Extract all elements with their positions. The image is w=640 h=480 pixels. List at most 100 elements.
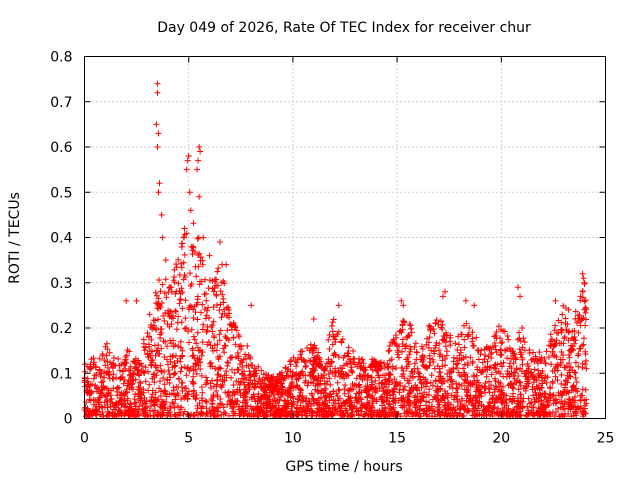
data-point	[116, 408, 123, 415]
data-point	[198, 384, 205, 391]
data-point	[194, 299, 201, 306]
data-point	[500, 359, 507, 366]
data-point	[189, 243, 196, 250]
data-point	[577, 397, 584, 404]
data-point	[228, 399, 235, 406]
data-point	[171, 266, 178, 273]
data-point	[297, 372, 304, 379]
data-point	[395, 354, 402, 361]
data-point	[565, 401, 572, 408]
data-point	[399, 348, 406, 355]
data-point	[203, 374, 210, 381]
data-point	[454, 385, 461, 392]
data-point	[104, 358, 111, 365]
data-point	[155, 351, 162, 358]
data-point	[355, 412, 362, 419]
data-point	[371, 356, 378, 363]
data-point	[219, 310, 226, 317]
data-point	[153, 364, 160, 371]
data-point	[275, 385, 282, 392]
data-point	[353, 397, 360, 404]
data-point	[199, 389, 206, 396]
data-point	[239, 407, 246, 414]
data-point	[530, 356, 537, 363]
data-point	[148, 362, 155, 369]
data-point	[547, 392, 554, 399]
data-point	[325, 336, 332, 343]
data-point	[562, 315, 569, 322]
data-point	[150, 371, 157, 378]
data-point	[390, 391, 397, 398]
data-point	[110, 375, 117, 382]
data-point	[423, 398, 430, 405]
data-point	[348, 368, 355, 375]
data-point	[209, 277, 216, 284]
data-point	[367, 363, 374, 370]
data-point	[164, 343, 171, 350]
data-point	[350, 348, 357, 355]
data-point	[128, 409, 135, 416]
data-point	[428, 372, 435, 379]
data-point	[293, 382, 300, 389]
data-point	[347, 394, 354, 401]
data-point	[580, 275, 587, 282]
data-point	[559, 311, 566, 318]
data-point	[203, 409, 210, 416]
data-point	[338, 368, 345, 375]
data-point	[486, 389, 493, 396]
data-point	[576, 345, 583, 352]
data-point	[170, 400, 177, 407]
data-point	[579, 316, 586, 323]
data-point	[88, 356, 95, 363]
data-point	[423, 408, 430, 415]
data-point	[184, 157, 191, 164]
data-point	[194, 166, 201, 173]
data-point	[469, 329, 476, 336]
data-point	[493, 369, 500, 376]
data-point	[160, 409, 167, 416]
data-point	[338, 371, 345, 378]
data-point	[372, 377, 379, 384]
data-point	[438, 318, 445, 325]
data-point	[204, 377, 211, 384]
data-point	[299, 368, 306, 375]
data-point	[278, 369, 285, 376]
data-point	[159, 412, 166, 419]
data-point	[358, 400, 365, 407]
data-point	[233, 327, 240, 334]
data-point	[574, 319, 581, 326]
data-point	[380, 398, 387, 405]
data-point	[162, 338, 169, 345]
data-point	[322, 410, 329, 417]
data-point	[192, 359, 199, 366]
data-point	[318, 372, 325, 379]
data-point	[261, 391, 268, 398]
data-point	[155, 316, 162, 323]
data-point	[121, 376, 128, 383]
data-point	[158, 300, 165, 307]
data-point	[403, 408, 410, 415]
data-point	[311, 358, 318, 365]
data-point	[150, 412, 157, 419]
data-point	[331, 369, 338, 376]
data-point	[178, 319, 185, 326]
data-point	[411, 360, 418, 367]
data-point	[425, 339, 432, 346]
data-point	[101, 374, 108, 381]
data-point	[299, 408, 306, 415]
data-point	[226, 412, 233, 419]
x-tick-label: 10	[284, 431, 302, 447]
data-point	[359, 356, 366, 363]
data-point	[454, 393, 461, 400]
data-point	[408, 368, 415, 375]
data-point	[340, 362, 347, 369]
data-point	[160, 403, 167, 410]
data-point	[165, 367, 172, 374]
data-point	[426, 334, 433, 341]
data-point	[437, 396, 444, 403]
data-point	[559, 391, 566, 398]
data-point	[213, 347, 220, 354]
data-point	[426, 386, 433, 393]
data-point	[477, 369, 484, 376]
